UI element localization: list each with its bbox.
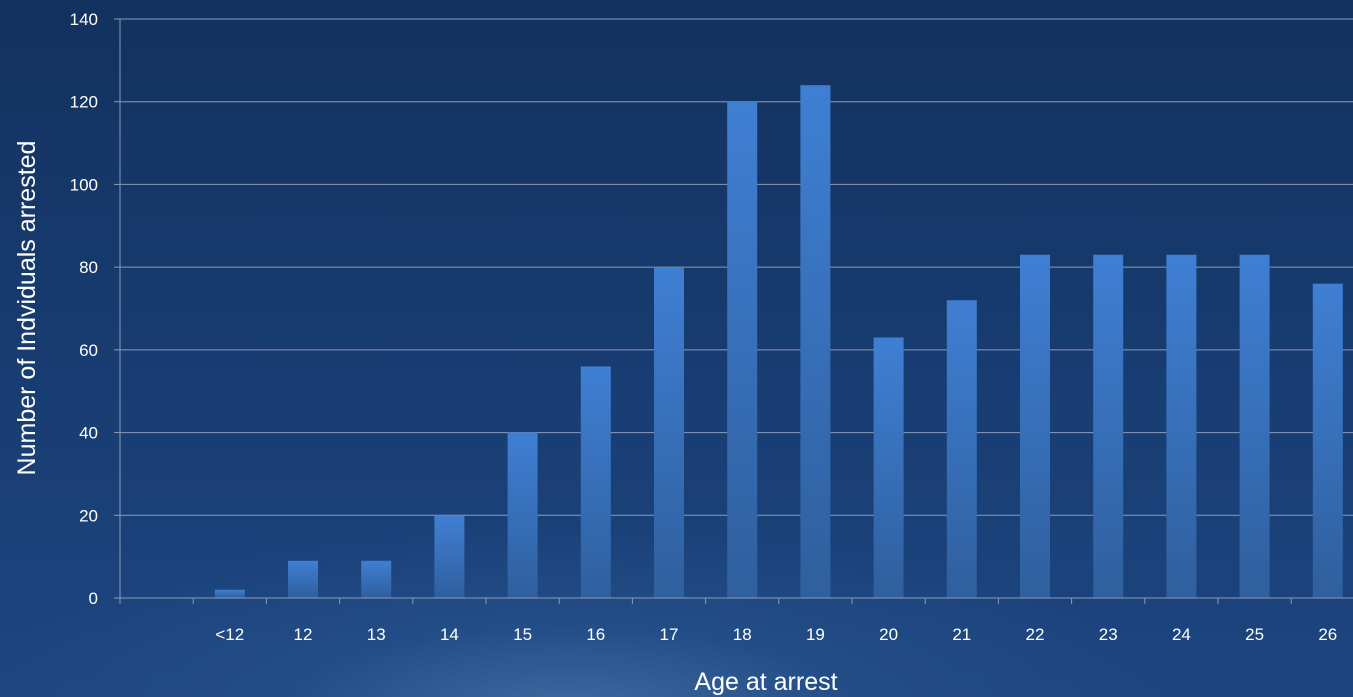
y-tick-label: 80 (79, 258, 98, 277)
x-tick-label: 26 (1318, 625, 1337, 644)
bar (215, 590, 245, 598)
bar (508, 433, 538, 598)
bar (947, 300, 977, 598)
x-tick-label: 22 (1026, 625, 1045, 644)
y-tick-label: 60 (79, 341, 98, 360)
bar (581, 366, 611, 598)
x-tick-label: 14 (440, 625, 459, 644)
y-tick-label: 0 (89, 589, 98, 608)
y-tick-label: 40 (79, 424, 98, 443)
x-tick-label: 19 (806, 625, 825, 644)
bar (874, 337, 904, 598)
bars (215, 85, 1343, 598)
x-tick-label: 16 (586, 625, 605, 644)
tick-labels: 0 20 40 60 80 100 120 140 <12 12 13 14 15 16 17 18 19 20 2… (70, 10, 1338, 644)
y-tick-label: 100 (70, 175, 98, 194)
bar (434, 515, 464, 598)
bar (361, 561, 391, 598)
y-tick-label: 20 (79, 506, 98, 525)
x-tick-label: 17 (660, 625, 679, 644)
x-tick-label: 12 (294, 625, 313, 644)
x-tick-label: 15 (513, 625, 532, 644)
bar (654, 267, 684, 598)
x-axis-title: Age at arrest (694, 668, 837, 696)
x-tick-label: 13 (367, 625, 386, 644)
y-tick-label: 120 (70, 93, 98, 112)
x-tick-label: 24 (1172, 625, 1191, 644)
bar (288, 561, 318, 598)
x-tick-label: 23 (1099, 625, 1118, 644)
y-axis-title: Number of Indviduals arrested (13, 141, 41, 476)
bar (1020, 255, 1050, 598)
bar (1166, 255, 1196, 598)
bar (800, 85, 830, 598)
bar (727, 102, 757, 598)
bar (1240, 255, 1270, 598)
x-tick-label: 20 (879, 625, 898, 644)
y-tick-label: 140 (70, 10, 98, 29)
x-tick-label: 18 (733, 625, 752, 644)
x-tick-label: 21 (952, 625, 971, 644)
x-tick-label: <12 (215, 625, 244, 644)
bar (1093, 255, 1123, 598)
x-tick-label: 25 (1245, 625, 1264, 644)
bar (1313, 284, 1343, 598)
